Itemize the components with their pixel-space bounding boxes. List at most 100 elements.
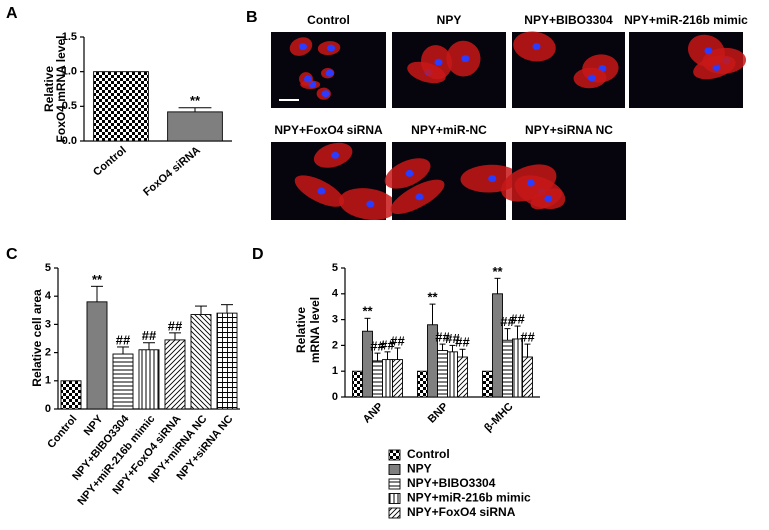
legend-label: NPY+BIBO3304 [407,476,496,490]
image-label: NPY+siRNA NC [525,123,613,137]
significance: ## [435,330,450,345]
image-label: NPY [437,13,462,27]
bar [512,338,523,398]
nucleus [405,169,414,177]
bar [482,370,493,398]
legend-swatch [388,449,401,461]
nucleus [544,195,553,203]
y-tick-label: 5 [45,262,51,274]
y-tick-label: 2 [45,347,51,359]
bar [138,349,160,410]
legend-label: NPY+FoxO4 siRNA [407,505,516,519]
nucleus [526,179,535,187]
nucleus [434,58,443,66]
bar [112,353,134,410]
x-tick-label: FoxO4 siRNA [141,144,203,198]
bar [522,356,533,398]
panel-letter: C [6,246,18,263]
nucleus [415,193,424,201]
y-tick-label: 1 [332,365,338,377]
bar [382,359,393,398]
y-tick-label: 0 [45,403,51,415]
significance: ## [142,328,157,343]
significance: ## [455,335,470,350]
y-tick-label: 1.0 [62,66,77,78]
x-tick-label: ANP [361,401,386,426]
legend-label: NPY [407,462,432,476]
y-tick-label: 4 [45,290,52,302]
y-axis-label: Relative cell area [30,289,44,387]
bar [86,301,108,410]
x-tick-label: Control [91,144,129,178]
bar [417,370,428,398]
bar [437,350,448,398]
y-axis-label: FoxO4 mRNA level [54,36,68,143]
bar [457,356,468,398]
bar [447,351,458,398]
panel-letter: A [6,5,18,22]
significance: ## [390,333,405,348]
y-tick-label: 3 [332,314,338,326]
nucleus [327,44,336,52]
bar [392,359,403,398]
bar [167,111,223,142]
bar [216,312,238,410]
nucleus [317,187,326,195]
y-tick-label: 0.5 [62,100,77,112]
bar [372,360,383,398]
legend-swatch [388,493,401,504]
y-tick-label: 2 [332,339,338,351]
significance: ## [510,311,525,326]
x-tick-label: β-MHC [482,401,516,435]
significance: ** [92,272,103,287]
bar [502,339,513,398]
significance: ## [380,337,395,352]
y-tick-label: 0 [332,391,338,403]
legend-swatch [388,507,401,519]
significance: ** [190,93,201,108]
image-label: Control [307,13,350,27]
significance: ** [427,290,438,305]
bar [93,71,149,142]
y-axis-label: mRNA level [308,297,322,363]
significance: ## [116,332,131,347]
significance: ## [500,314,515,329]
significance: ## [370,339,385,354]
y-tick-label: 3 [45,318,51,330]
image-label: NPY+miR-216b mimic [624,13,748,27]
nucleus [704,47,713,55]
nucleus [325,69,334,77]
y-tick-label: 1.5 [62,31,77,43]
y-tick-label: 0.0 [62,135,77,147]
nucleus [488,175,497,183]
legend-swatch [388,464,401,475]
nucleus [587,74,596,82]
panel-letter: B [246,9,258,26]
nucleus [331,151,340,159]
bar [190,314,212,410]
significance: ## [445,331,460,346]
bar [60,380,82,410]
significance: ** [492,264,503,279]
legend-label: NPY+miR-216b mimic [407,491,531,505]
nucleus [461,55,470,63]
legend-swatch [388,478,401,490]
bar [164,339,186,410]
x-tick-label: NPY [82,413,106,439]
significance: ## [168,318,183,333]
bar [492,293,503,398]
panel-letter: D [252,246,264,263]
nucleus [303,75,312,83]
nucleus [298,43,307,51]
significance: ## [520,330,535,345]
bar [352,370,363,398]
nucleus [321,90,330,98]
significance: ** [362,304,373,319]
y-tick-label: 1 [45,375,51,387]
nucleus [366,200,375,208]
image-label: NPY+FoxO4 siRNA [274,123,383,137]
legend-label: Control [407,447,450,461]
image-label: NPY+miR-NC [411,123,487,137]
nucleus [532,42,541,50]
